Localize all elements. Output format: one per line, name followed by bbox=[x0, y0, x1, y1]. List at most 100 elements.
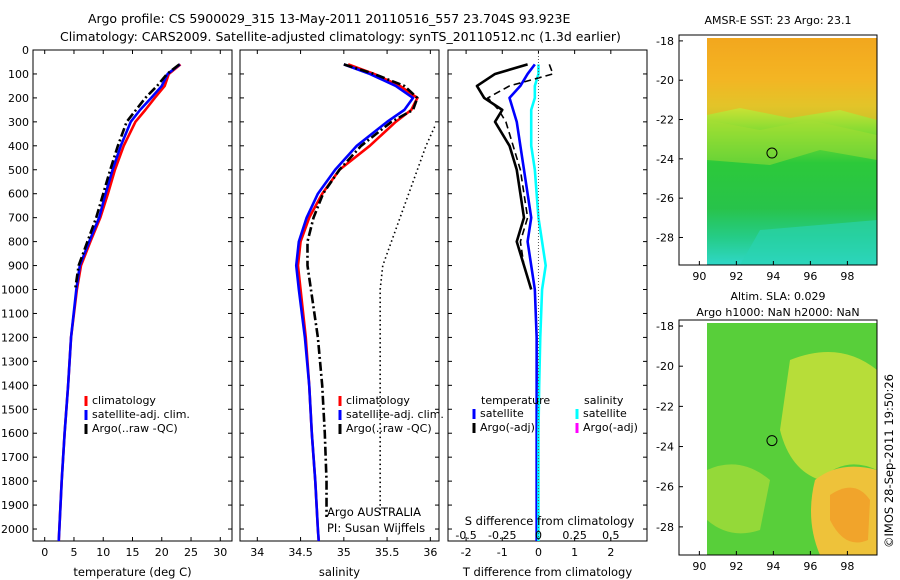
salinity-xtick-label: 36 bbox=[423, 546, 437, 559]
salinity-panel: 34 34.5 35 35.5 36 salinity climatologysatelli… bbox=[239, 49, 444, 579]
depth-tick-label: 900 bbox=[8, 260, 29, 273]
difference-legend-label: satellite bbox=[480, 407, 524, 420]
sla-map-xtick-label: 96 bbox=[803, 560, 817, 573]
sla-map-xtick-label: 90 bbox=[692, 560, 706, 573]
depth-tick-label: 200 bbox=[8, 92, 29, 105]
sla-map-xtick-label: 98 bbox=[840, 560, 854, 573]
depth-tick-label: 1400 bbox=[1, 379, 29, 392]
difference-xtick2-label: -0.5 bbox=[455, 529, 476, 542]
depth-tick-label: 1500 bbox=[1, 403, 29, 416]
sst-map-title: AMSR-E SST: 23 Argo: 23.1 bbox=[704, 14, 851, 27]
sst-map-land-mask bbox=[679, 35, 707, 265]
temperature-xtick-label: 15 bbox=[126, 546, 140, 559]
temperature-xtick-label: 20 bbox=[155, 546, 169, 559]
difference-xtick-label: 1 bbox=[571, 546, 578, 559]
difference-legend-label: Argo(-adj) bbox=[583, 421, 638, 434]
sla-map-ytick-label: -18 bbox=[656, 320, 674, 333]
difference-series-line bbox=[529, 64, 547, 541]
sst-map-xtick-label: 96 bbox=[803, 270, 817, 283]
sla-map-xtick-label: 94 bbox=[766, 560, 780, 573]
difference-xtick-label: -1 bbox=[497, 546, 508, 559]
header-line-1: Argo profile: CS 5900029_315 13-May-2011… bbox=[88, 11, 571, 26]
depth-tick-label: 700 bbox=[8, 212, 29, 225]
depth-tick-label: 1000 bbox=[1, 284, 29, 297]
salinity-axes-box bbox=[239, 49, 440, 542]
sst-map-xtick-label: 98 bbox=[840, 270, 854, 283]
sla-map-land-mask bbox=[679, 320, 707, 555]
salinity-xtick-label: 34.5 bbox=[288, 546, 313, 559]
sla-map-argo-marker bbox=[766, 435, 778, 447]
difference-series-line bbox=[475, 63, 533, 290]
difference-series-line bbox=[486, 64, 554, 290]
depth-tick-label: 1100 bbox=[1, 307, 29, 320]
depth-tick-label: 1700 bbox=[1, 451, 29, 464]
difference-series-line bbox=[508, 63, 538, 541]
sst-warm-patch bbox=[707, 38, 877, 120]
depth-tick-label: 800 bbox=[8, 236, 29, 249]
sla-orange-core bbox=[830, 487, 870, 543]
depth-tick-label: 1200 bbox=[1, 331, 29, 344]
sst-map-xtick-label: 92 bbox=[729, 270, 743, 283]
difference-xtick2-label: 0 bbox=[535, 529, 542, 542]
difference-xtick-label: 0 bbox=[535, 546, 542, 559]
argo-country-label: Argo AUSTRALIA bbox=[327, 505, 421, 519]
temperature-xtick-label: 30 bbox=[213, 546, 227, 559]
sst-map-ytick-label: -18 bbox=[656, 35, 674, 48]
sst-map-ytick-label: -20 bbox=[656, 74, 674, 87]
depth-tick-label: 100 bbox=[8, 68, 29, 81]
depth-tick-label: 300 bbox=[8, 116, 29, 129]
difference-xlabel: T difference from climatology bbox=[462, 565, 633, 579]
salinity-xtick-label: 34 bbox=[250, 546, 264, 559]
salinity-legend-label: climatology bbox=[346, 394, 410, 407]
sla-map-xtick-label: 92 bbox=[729, 560, 743, 573]
salinity-series-line bbox=[379, 126, 436, 518]
depth-tick-label: 1600 bbox=[1, 427, 29, 440]
depth-tick-label: 500 bbox=[8, 164, 29, 177]
difference-xtick2-label: 0.5 bbox=[602, 529, 620, 542]
pi-label: PI: Susan Wijffels bbox=[327, 521, 425, 535]
depth-tick-label: 0 bbox=[22, 44, 29, 57]
sla-map-panel: 90 92 94 96 98 -18 -20 -22 -24 -26 -28 Altim. SLA: … bbox=[656, 290, 878, 573]
difference-axes-box bbox=[447, 49, 648, 542]
salinity-xtick-label: 35.5 bbox=[375, 546, 400, 559]
salinity-legend-label: satellite-adj. clim. bbox=[346, 408, 444, 421]
sla-map-ytick-label: -24 bbox=[656, 441, 674, 454]
difference-xtick2-label: -0.25 bbox=[488, 529, 516, 542]
depth-tick-label: 1900 bbox=[1, 499, 29, 512]
difference-legend-label: satellite bbox=[583, 407, 627, 420]
temperature-xtick-label: 10 bbox=[96, 546, 110, 559]
sst-map-panel: 90 92 94 96 98 -18 -20 -22 -24 -26 -28 AMSR-E SST: … bbox=[656, 14, 878, 283]
sla-map-ytick-label: -20 bbox=[656, 360, 674, 373]
sst-mid-band bbox=[707, 120, 877, 165]
sst-map-axes-box bbox=[678, 34, 878, 266]
legend-title-salinity: salinity bbox=[584, 394, 624, 407]
sla-map-axes-box bbox=[678, 319, 878, 556]
temperature-series-line bbox=[57, 63, 181, 542]
timestamp-credit: ©IMOS 28-Sep-2011 19:50:26 bbox=[882, 374, 896, 548]
depth-tick-label: 1800 bbox=[1, 475, 29, 488]
header-line-2: Climatology: CARS2009. Satellite-adjuste… bbox=[60, 29, 621, 44]
depth-tick-label: 2000 bbox=[1, 523, 29, 536]
depth-tick-label: 600 bbox=[8, 188, 29, 201]
sla-yellow-patch-2 bbox=[707, 464, 770, 534]
sla-map-subtitle: Argo h1000: NaN h2000: NaN bbox=[696, 306, 859, 319]
salinity-xtick-label: 35 bbox=[337, 546, 351, 559]
depth-tick-label: 400 bbox=[8, 140, 29, 153]
salinity-xlabel: salinity bbox=[319, 565, 360, 579]
sla-map-title: Altim. SLA: 0.029 bbox=[730, 290, 825, 303]
sla-yellow-patch bbox=[780, 352, 877, 480]
salinity-series-line bbox=[294, 63, 415, 542]
sst-map-xtick-label: 90 bbox=[692, 270, 706, 283]
sla-map-ytick-label: -22 bbox=[656, 400, 674, 413]
legend-title-temperature: temperature bbox=[481, 394, 550, 407]
temperature-xlabel: temperature (deg C) bbox=[73, 565, 191, 579]
sla-map-ytick-label: -26 bbox=[656, 481, 674, 494]
sst-map-ytick-label: -26 bbox=[656, 192, 674, 205]
temperature-xtick-label: 25 bbox=[184, 546, 198, 559]
difference-panel: -2 -1 0 1 2 T difference from climatology S di… bbox=[447, 49, 648, 579]
temperature-series-line bbox=[73, 63, 181, 290]
difference-legend-label: Argo(-adj) bbox=[480, 421, 535, 434]
sst-cool-patch bbox=[740, 220, 877, 265]
difference-xtick2-label: 0.25 bbox=[562, 529, 587, 542]
